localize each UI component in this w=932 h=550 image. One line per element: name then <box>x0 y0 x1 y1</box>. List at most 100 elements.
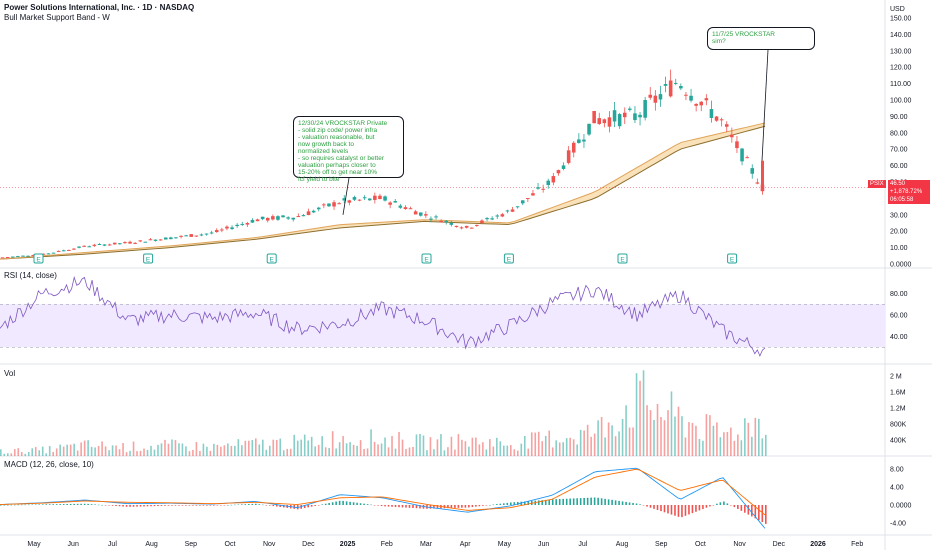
candle-body <box>592 110 596 124</box>
last-price-tag: PSIX 46.50 +1,878.72% 06:05:58 <box>868 180 930 204</box>
volume-bar <box>646 405 648 456</box>
macd-histogram-bar <box>758 505 760 521</box>
time-tick-label: Dec <box>302 541 315 548</box>
candle-body <box>689 95 693 101</box>
candle-body <box>199 234 204 236</box>
macd-histogram-bar <box>674 505 676 516</box>
volume-bar <box>282 450 285 456</box>
volume-bar <box>317 444 320 456</box>
candle-body <box>408 208 413 210</box>
macd-histogram-bar <box>324 503 327 505</box>
macd-histogram-bar <box>656 505 659 511</box>
volume-bar <box>129 450 131 456</box>
macd-histogram-bar <box>737 505 739 509</box>
macd-histogram-bar <box>621 501 624 505</box>
candle-body <box>67 249 71 251</box>
price-tick-label: 90.00 <box>890 114 908 121</box>
annotation-note-1[interactable]: 12/30/24 VROCKSTAR Private - solid zip c… <box>293 116 404 183</box>
volume-bar <box>733 440 736 456</box>
volume-bar <box>258 444 261 456</box>
time-tick-label: Sep <box>655 541 668 548</box>
candle-body <box>378 195 382 199</box>
volume-bar <box>412 446 414 456</box>
macd-histogram-bar <box>3 504 6 506</box>
candle-body <box>367 198 372 201</box>
volume-bar <box>90 446 93 456</box>
volume-bar <box>199 450 201 456</box>
candle-body <box>143 241 148 243</box>
volume-bar <box>251 440 254 456</box>
candle-body <box>163 237 168 240</box>
macd-histogram-bar <box>45 504 48 505</box>
volume-bar <box>13 449 16 456</box>
volume-bar <box>97 445 100 456</box>
volume-pane[interactable] <box>0 370 767 456</box>
candle-body <box>133 242 137 244</box>
volume-bar <box>192 449 194 456</box>
volume-bar <box>670 391 673 456</box>
volume-bar <box>261 439 264 456</box>
volume-bar <box>255 438 257 456</box>
macd-histogram-bar <box>52 504 54 505</box>
volume-bar <box>489 439 491 456</box>
volume-bar <box>195 442 198 456</box>
volume-bar <box>300 439 303 456</box>
volume-bar <box>457 434 460 456</box>
volume-bar <box>380 443 383 456</box>
candle-body <box>520 200 525 204</box>
volume-bar <box>593 433 596 456</box>
macd-histogram-bar <box>698 505 701 511</box>
macd-histogram-bar <box>10 504 13 506</box>
time-tick-label: Jun <box>68 541 79 548</box>
macd-histogram-bar <box>723 501 725 505</box>
chart-title: Power Solutions International, Inc. · 1D… <box>4 3 195 12</box>
candle-body <box>531 193 535 196</box>
note-pointer <box>342 177 350 215</box>
volume-bar <box>635 373 638 456</box>
candle-body <box>694 104 698 106</box>
candle-body <box>750 168 755 174</box>
volume-bar <box>132 441 135 456</box>
macd-histogram-bar <box>345 501 348 505</box>
candle-body <box>291 217 296 220</box>
volume-bar <box>223 445 226 456</box>
volume-bar <box>496 437 498 456</box>
macd-histogram-bar <box>94 504 96 505</box>
rsi-pane[interactable] <box>0 275 885 357</box>
volume-bar <box>621 418 624 456</box>
volume-bar <box>758 418 760 456</box>
macd-histogram-bar <box>227 504 229 506</box>
volume-bar <box>314 446 316 456</box>
candle-body <box>260 216 265 220</box>
volume-bar <box>31 448 34 456</box>
candle-body <box>704 98 709 101</box>
macd-histogram-bar <box>401 505 404 508</box>
candle-body <box>92 244 97 246</box>
support-band-ema <box>0 122 766 260</box>
macd-pane[interactable] <box>0 467 767 529</box>
macd-histogram-bar <box>188 505 191 506</box>
macd-histogram-bar <box>492 504 495 506</box>
candle-body <box>709 109 714 118</box>
volume-bar <box>373 441 376 456</box>
candle-body <box>602 119 607 124</box>
macd-histogram-bar <box>593 497 596 505</box>
candle-body <box>607 117 612 127</box>
candle-body <box>250 219 255 223</box>
volume-bar <box>230 445 233 456</box>
candle-body <box>158 239 163 241</box>
volume-bar <box>227 443 229 456</box>
volume-tick-label: 2 M <box>890 374 902 381</box>
volume-bar <box>62 446 65 456</box>
volume-bar <box>150 445 152 456</box>
macd-histogram-bar <box>681 505 683 518</box>
candle-body <box>434 216 438 218</box>
volume-bar <box>576 444 578 456</box>
macd-histogram-bar <box>719 502 722 505</box>
annotation-note-2[interactable]: 11/7/25 VROCKSTAR sim? <box>707 27 815 50</box>
volume-bar <box>719 437 722 456</box>
candle-body <box>347 200 352 203</box>
candle-body <box>597 118 602 124</box>
